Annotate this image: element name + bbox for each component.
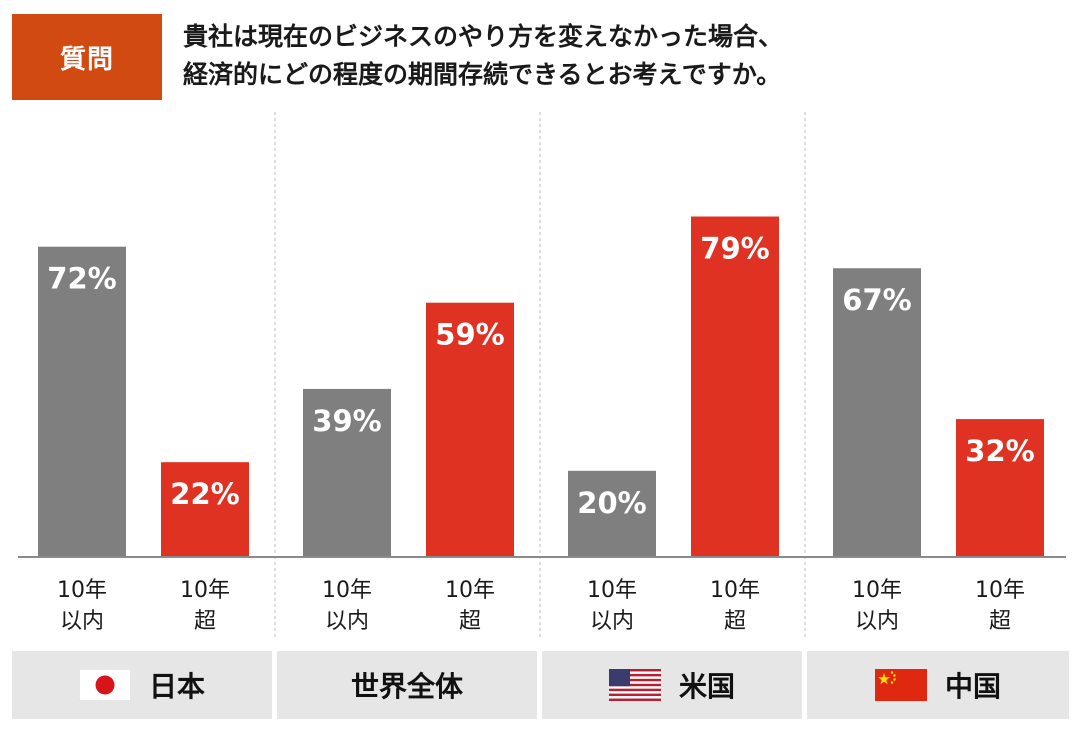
- x-tick-label: 10年: [445, 578, 495, 603]
- bar-value-label: 39%: [312, 404, 381, 438]
- x-tick-label: 10年: [180, 578, 230, 603]
- bar-value-label: 59%: [435, 318, 504, 352]
- bar-value-label: 20%: [577, 486, 646, 520]
- bar-value-label: 22%: [170, 477, 239, 511]
- region-world: 世界全体: [277, 651, 537, 719]
- x-tick-label: 超: [724, 609, 746, 634]
- region-japan: 日本: [12, 651, 272, 719]
- x-tick-label: 以内: [590, 609, 634, 634]
- x-tick-label: 10年: [710, 578, 760, 603]
- x-tick-label: 以内: [325, 609, 369, 634]
- x-tick-label: 超: [194, 609, 216, 634]
- bar: [833, 268, 921, 557]
- china-flag-icon: [874, 669, 927, 701]
- bar: [38, 246, 126, 557]
- question-text: 貴社は現在のビジネスのやり方を変えなかった場合、 経済的にどの程度の期間存続でき…: [183, 18, 1063, 94]
- bar: [568, 470, 656, 557]
- x-tick-label: 10年: [975, 578, 1025, 603]
- bar: [691, 216, 779, 557]
- x-tick-label: 10年: [587, 578, 637, 603]
- bar-value-label: 32%: [965, 434, 1034, 468]
- japan-flag-icon: [78, 669, 131, 701]
- region-usa: 米国: [542, 651, 802, 719]
- bar-value-label: 72%: [47, 262, 116, 296]
- usa-flag-icon: [608, 669, 661, 701]
- bar-value-label: 67%: [842, 283, 911, 317]
- region-label-world: 世界全体: [350, 670, 463, 703]
- x-tick-label: 以内: [60, 609, 104, 634]
- bar-value-label: 79%: [700, 232, 769, 266]
- question-line-2: 経済的にどの程度の期間存続できるとお考えですか。: [183, 60, 782, 89]
- region-label-usa: 米国: [678, 670, 735, 703]
- x-tick-label: 10年: [322, 578, 372, 603]
- x-tick-label: 超: [459, 609, 481, 634]
- question-badge: 質問: [12, 14, 162, 100]
- x-tick-label: 10年: [852, 578, 902, 603]
- question-line-1: 貴社は現在のビジネスのやり方を変えなかった場合、: [183, 22, 784, 51]
- region-label-china: 中国: [944, 670, 1001, 703]
- bar: [426, 302, 514, 557]
- x-tick-label: 以内: [855, 609, 899, 634]
- region-label-japan: 日本: [148, 670, 205, 703]
- x-tick-label: 10年: [57, 578, 107, 603]
- bar: [956, 419, 1044, 557]
- region-china: 中国: [807, 651, 1069, 719]
- x-tick-label: 超: [989, 609, 1011, 634]
- bar: [303, 388, 391, 557]
- bar: [161, 462, 249, 557]
